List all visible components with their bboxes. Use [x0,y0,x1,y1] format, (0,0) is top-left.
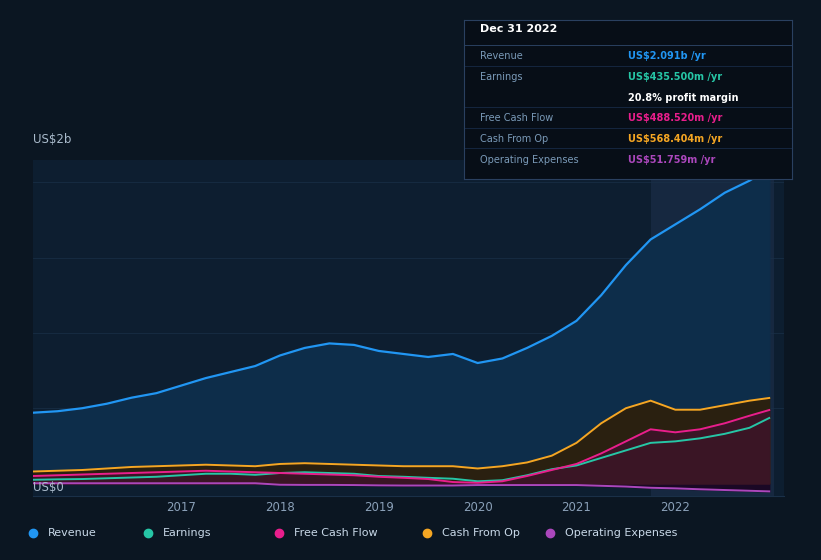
Text: 20.8% profit margin: 20.8% profit margin [628,93,739,102]
Text: Earnings: Earnings [480,72,523,82]
Text: Cash From Op: Cash From Op [480,134,548,144]
Text: US$488.520m /yr: US$488.520m /yr [628,113,722,123]
Text: Cash From Op: Cash From Op [442,529,520,538]
Bar [650,160,774,496]
Text: Operating Expenses: Operating Expenses [565,529,677,538]
Text: US$2.091b /yr: US$2.091b /yr [628,52,706,62]
Text: US$51.759m /yr: US$51.759m /yr [628,155,715,165]
Text: Free Cash Flow: Free Cash Flow [294,529,378,538]
Text: Free Cash Flow: Free Cash Flow [480,113,553,123]
Text: US$435.500m /yr: US$435.500m /yr [628,72,722,82]
Text: Earnings: Earnings [163,529,211,538]
Text: US$568.404m /yr: US$568.404m /yr [628,134,722,144]
Text: Operating Expenses: Operating Expenses [480,155,579,165]
Text: US$2b: US$2b [33,133,71,146]
Text: Revenue: Revenue [480,52,523,62]
Text: US$0: US$0 [33,481,63,494]
Text: Dec 31 2022: Dec 31 2022 [480,25,557,34]
Text: Revenue: Revenue [48,529,96,538]
